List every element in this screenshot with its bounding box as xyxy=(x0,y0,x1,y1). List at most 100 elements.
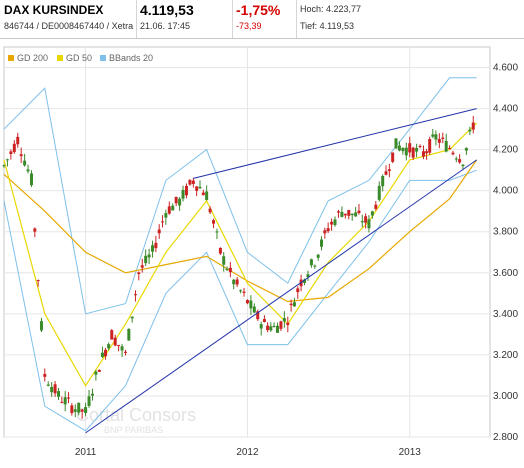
price-cell: 4.119,53 21.06. 17:45 xyxy=(136,0,233,38)
candle-body xyxy=(408,143,412,153)
candle-body xyxy=(164,213,168,218)
y-tick-label-7: 3.200 xyxy=(493,350,518,361)
candle-body xyxy=(50,386,54,393)
candle-body xyxy=(384,171,388,175)
instrument-title: DAX KURSINDEX xyxy=(4,3,104,17)
watermark-brand: Cortal Consors xyxy=(76,405,196,425)
candle-body xyxy=(63,397,67,405)
candle-body xyxy=(259,324,263,329)
candle-body xyxy=(222,256,226,265)
candle-body xyxy=(97,369,101,372)
candle-body xyxy=(80,409,84,412)
candle-body xyxy=(57,391,61,397)
instrument-ids: 846744 / DE0008467440 / Xetra xyxy=(4,21,134,31)
candle-body xyxy=(316,254,320,258)
candle-body xyxy=(437,138,441,143)
bband-upper-line xyxy=(3,77,477,315)
candle-body xyxy=(394,138,398,149)
candle-body xyxy=(157,229,161,234)
candle-body xyxy=(347,210,351,216)
candle-body xyxy=(9,151,13,154)
candle-body xyxy=(415,147,419,152)
candle-body xyxy=(39,321,43,331)
candlesticks xyxy=(2,116,475,419)
last-price: 4.119,53 xyxy=(140,2,194,18)
candle-body xyxy=(167,206,171,214)
candle-body xyxy=(2,165,6,167)
candle-body xyxy=(249,300,253,309)
y-tick-label-9: 2.800 xyxy=(493,432,518,443)
candle-body xyxy=(340,211,344,217)
candle-body xyxy=(195,186,199,191)
candle-body xyxy=(458,159,462,163)
candle-body xyxy=(73,409,77,412)
candle-body xyxy=(147,254,151,258)
candle-body xyxy=(87,396,91,406)
candle-body xyxy=(242,291,246,293)
candle-body xyxy=(130,316,134,319)
candle-body xyxy=(319,239,323,247)
candle-body xyxy=(289,303,293,306)
candle-body xyxy=(137,272,141,274)
candle-body xyxy=(441,137,445,139)
instrument-cell: DAX KURSINDEX 846744 / DE0008467440 / Xe… xyxy=(0,0,137,38)
candle-body xyxy=(26,169,30,172)
candle-body xyxy=(425,151,429,154)
y-tick-label-6: 3.400 xyxy=(493,309,518,320)
candle-body xyxy=(411,147,415,158)
candle-body xyxy=(104,349,108,357)
gd200-line xyxy=(3,159,478,303)
candle-body xyxy=(90,393,94,396)
candle-body xyxy=(201,192,205,196)
candle-body xyxy=(279,321,283,329)
candle-body xyxy=(374,204,378,209)
x-tick-label-2: 2013 xyxy=(399,447,422,458)
candle-body xyxy=(428,139,432,153)
grid xyxy=(4,47,490,438)
candle-body xyxy=(272,325,276,327)
candle-body xyxy=(67,397,71,399)
change-percent: -1,75% xyxy=(236,2,281,18)
y-tick-label-0: 4.600 xyxy=(493,63,518,74)
candle-body xyxy=(266,325,270,331)
candle-body xyxy=(387,169,391,172)
quote-header: DAX KURSINDEX 846744 / DE0008467440 / Xe… xyxy=(0,0,524,39)
y-tick-label-2: 4.200 xyxy=(493,145,518,156)
y-tick-label-3: 4.000 xyxy=(493,186,518,197)
bband-lower-line xyxy=(3,169,477,432)
candle-body xyxy=(228,267,232,273)
gd50-line xyxy=(3,122,478,387)
candle-body xyxy=(245,299,249,304)
candle-body xyxy=(232,279,236,285)
y-tick-label-1: 4.400 xyxy=(493,104,518,115)
candle-body xyxy=(431,134,435,137)
candle-body xyxy=(454,158,458,160)
candle-body xyxy=(306,274,310,278)
moving-averages xyxy=(3,122,478,387)
candle-body xyxy=(350,213,354,216)
trend-lines xyxy=(85,108,477,434)
candle-body xyxy=(471,122,475,130)
candle-body xyxy=(296,288,300,293)
candle-body xyxy=(151,245,155,252)
candle-body xyxy=(23,160,27,166)
candle-body xyxy=(33,228,37,232)
candle-body xyxy=(421,151,425,157)
candle-body xyxy=(36,280,40,282)
candle-body xyxy=(77,402,81,413)
trend-line-0 xyxy=(85,159,477,434)
candle-body xyxy=(218,247,222,254)
y-axis-ticks: 4.600 4.400 4.200 4.000 3.800 3.600 3.400 3.200… xyxy=(493,63,518,443)
watermark: Cortal Consors BNP PARIBAS xyxy=(76,405,196,435)
quote-datetime: 21.06. 17:45 xyxy=(140,21,191,31)
candle-body xyxy=(397,145,401,151)
candle-body xyxy=(161,221,165,223)
legend-swatch-bbands xyxy=(100,55,106,61)
candle-body xyxy=(191,180,195,185)
candle-body xyxy=(468,129,472,132)
candle-body xyxy=(282,318,286,322)
high-low-cell: Hoch: 4.223,77 Tief: 4.119,53 xyxy=(296,0,396,38)
candle-body xyxy=(70,405,74,414)
candle-body xyxy=(225,268,229,270)
change-cell: -1,75% -73,39 xyxy=(232,0,297,38)
